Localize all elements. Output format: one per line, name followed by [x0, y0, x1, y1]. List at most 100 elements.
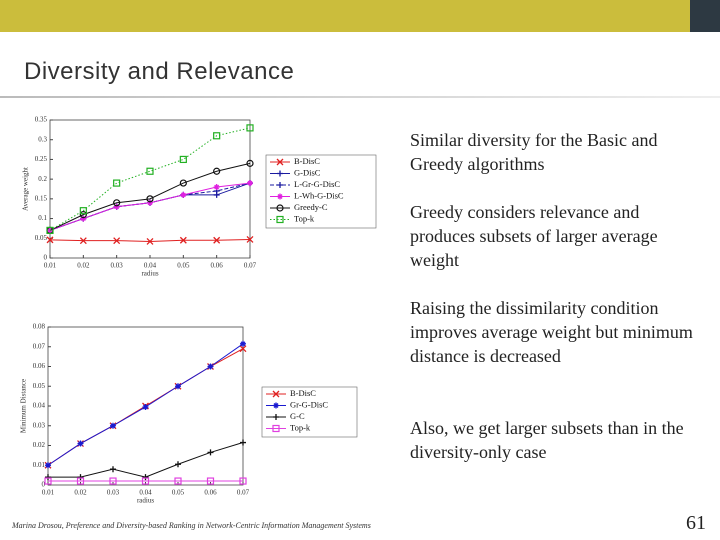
marker [175, 383, 181, 390]
marker [113, 199, 121, 207]
x-tick-label: 0.03 [107, 489, 120, 497]
marker [207, 449, 214, 456]
marker [277, 193, 283, 200]
x-tick-label: 0.01 [44, 262, 57, 270]
y-tick-label: 0.2 [38, 175, 47, 183]
footer: Marina Drosou, Preference and Diversity-… [12, 521, 371, 530]
marker [79, 211, 87, 219]
marker [77, 440, 84, 447]
marker [141, 477, 150, 485]
marker [179, 236, 187, 244]
marker [77, 474, 84, 481]
marker [44, 477, 52, 485]
plot-frame [49, 119, 251, 259]
y-tick-label: 0.01 [33, 461, 46, 469]
marker [240, 439, 246, 446]
y-tick-label: 0.03 [33, 421, 46, 429]
slide-title: Diversity and Relevance [24, 58, 295, 85]
legend-label: G-C [290, 411, 305, 421]
marker [277, 182, 283, 188]
marker [246, 124, 254, 132]
x-tick-label: 0.05 [172, 489, 185, 497]
top-bar-dark [690, 0, 720, 32]
page-number: 61 [686, 512, 706, 534]
x-tick-label: 0.03 [111, 262, 124, 270]
y-tick-label: 0.07 [33, 342, 46, 350]
marker [146, 237, 154, 245]
y-tick-label: 0 [42, 481, 46, 489]
y-tick-label: 0.1 [38, 214, 47, 222]
x-tick-label: 0.06 [211, 262, 224, 270]
marker [76, 477, 85, 485]
x-tick-label: 0.04 [139, 489, 152, 497]
series-line [48, 442, 244, 478]
x-tick-label: 0.02 [77, 262, 90, 270]
marker [113, 237, 121, 245]
bullet: Raising the dissimilarity condition impr… [410, 298, 693, 366]
x-tick-label: 0.07 [237, 489, 250, 497]
marker [273, 414, 279, 420]
legend-label: Top-k [290, 422, 311, 432]
legend-label: G-DisC [294, 167, 321, 177]
y-tick-label: 0.3 [38, 135, 47, 143]
marker [79, 237, 87, 245]
marker [213, 184, 220, 191]
title-rule [0, 96, 720, 98]
legend-box [265, 154, 377, 229]
marker [110, 422, 116, 429]
marker [207, 363, 214, 370]
marker [109, 477, 117, 485]
marker [272, 390, 280, 398]
marker [276, 158, 284, 166]
marker [276, 215, 284, 224]
y-tick-label: 0.05 [33, 382, 46, 390]
series-line [49, 162, 251, 231]
charts: 0 0.05 0.1 0.15 0.2 0.25 0.3 0.35 0.01 0.02 0.03 0.… [20, 116, 377, 505]
marker [175, 461, 181, 468]
marker [46, 226, 54, 234]
marker [147, 199, 153, 206]
y-tick-label: 0.06 [33, 362, 46, 370]
marker [213, 236, 221, 244]
marker [45, 462, 51, 469]
legend-label: B-DisC [294, 156, 320, 166]
marker [206, 477, 215, 485]
marker [146, 195, 154, 203]
marker [46, 236, 54, 244]
marker [277, 170, 283, 177]
marker [113, 203, 120, 210]
marker [246, 236, 254, 243]
x-tick-label: 0.04 [144, 262, 157, 270]
marker [146, 167, 154, 175]
x-tick-label: 0.02 [74, 489, 87, 497]
marker [79, 207, 87, 215]
series-line [49, 127, 251, 231]
x-tick-label: 0.01 [42, 489, 55, 497]
x-tick-label: 0.06 [204, 489, 217, 497]
marker [113, 179, 121, 187]
y-tick-label: 0 [44, 254, 48, 262]
y-tick-label: 0.35 [35, 116, 48, 124]
y-tick-label: 0.02 [33, 441, 46, 449]
marker [142, 403, 149, 410]
marker [213, 167, 221, 175]
marker [179, 155, 187, 164]
marker [239, 345, 247, 353]
y-tick-label: 0.25 [35, 155, 48, 163]
x-axis-label: radius [137, 497, 154, 505]
x-tick-label: 0.07 [244, 262, 257, 270]
top-bar [0, 0, 690, 32]
marker [273, 402, 279, 409]
marker [213, 132, 221, 140]
bullet: Greedy considers relevance and produces … [410, 202, 658, 270]
marker [110, 466, 116, 473]
x-axis-label: radius [141, 270, 158, 278]
x-tick-label: 0.05 [177, 262, 190, 270]
marker [142, 474, 149, 481]
y-tick-label: 0.15 [35, 194, 48, 202]
marker [174, 477, 182, 485]
legend-label: Top-k [294, 213, 315, 223]
series-line [49, 182, 251, 231]
marker [246, 159, 254, 167]
legend-label: L-Wh-G-DisC [294, 190, 344, 200]
